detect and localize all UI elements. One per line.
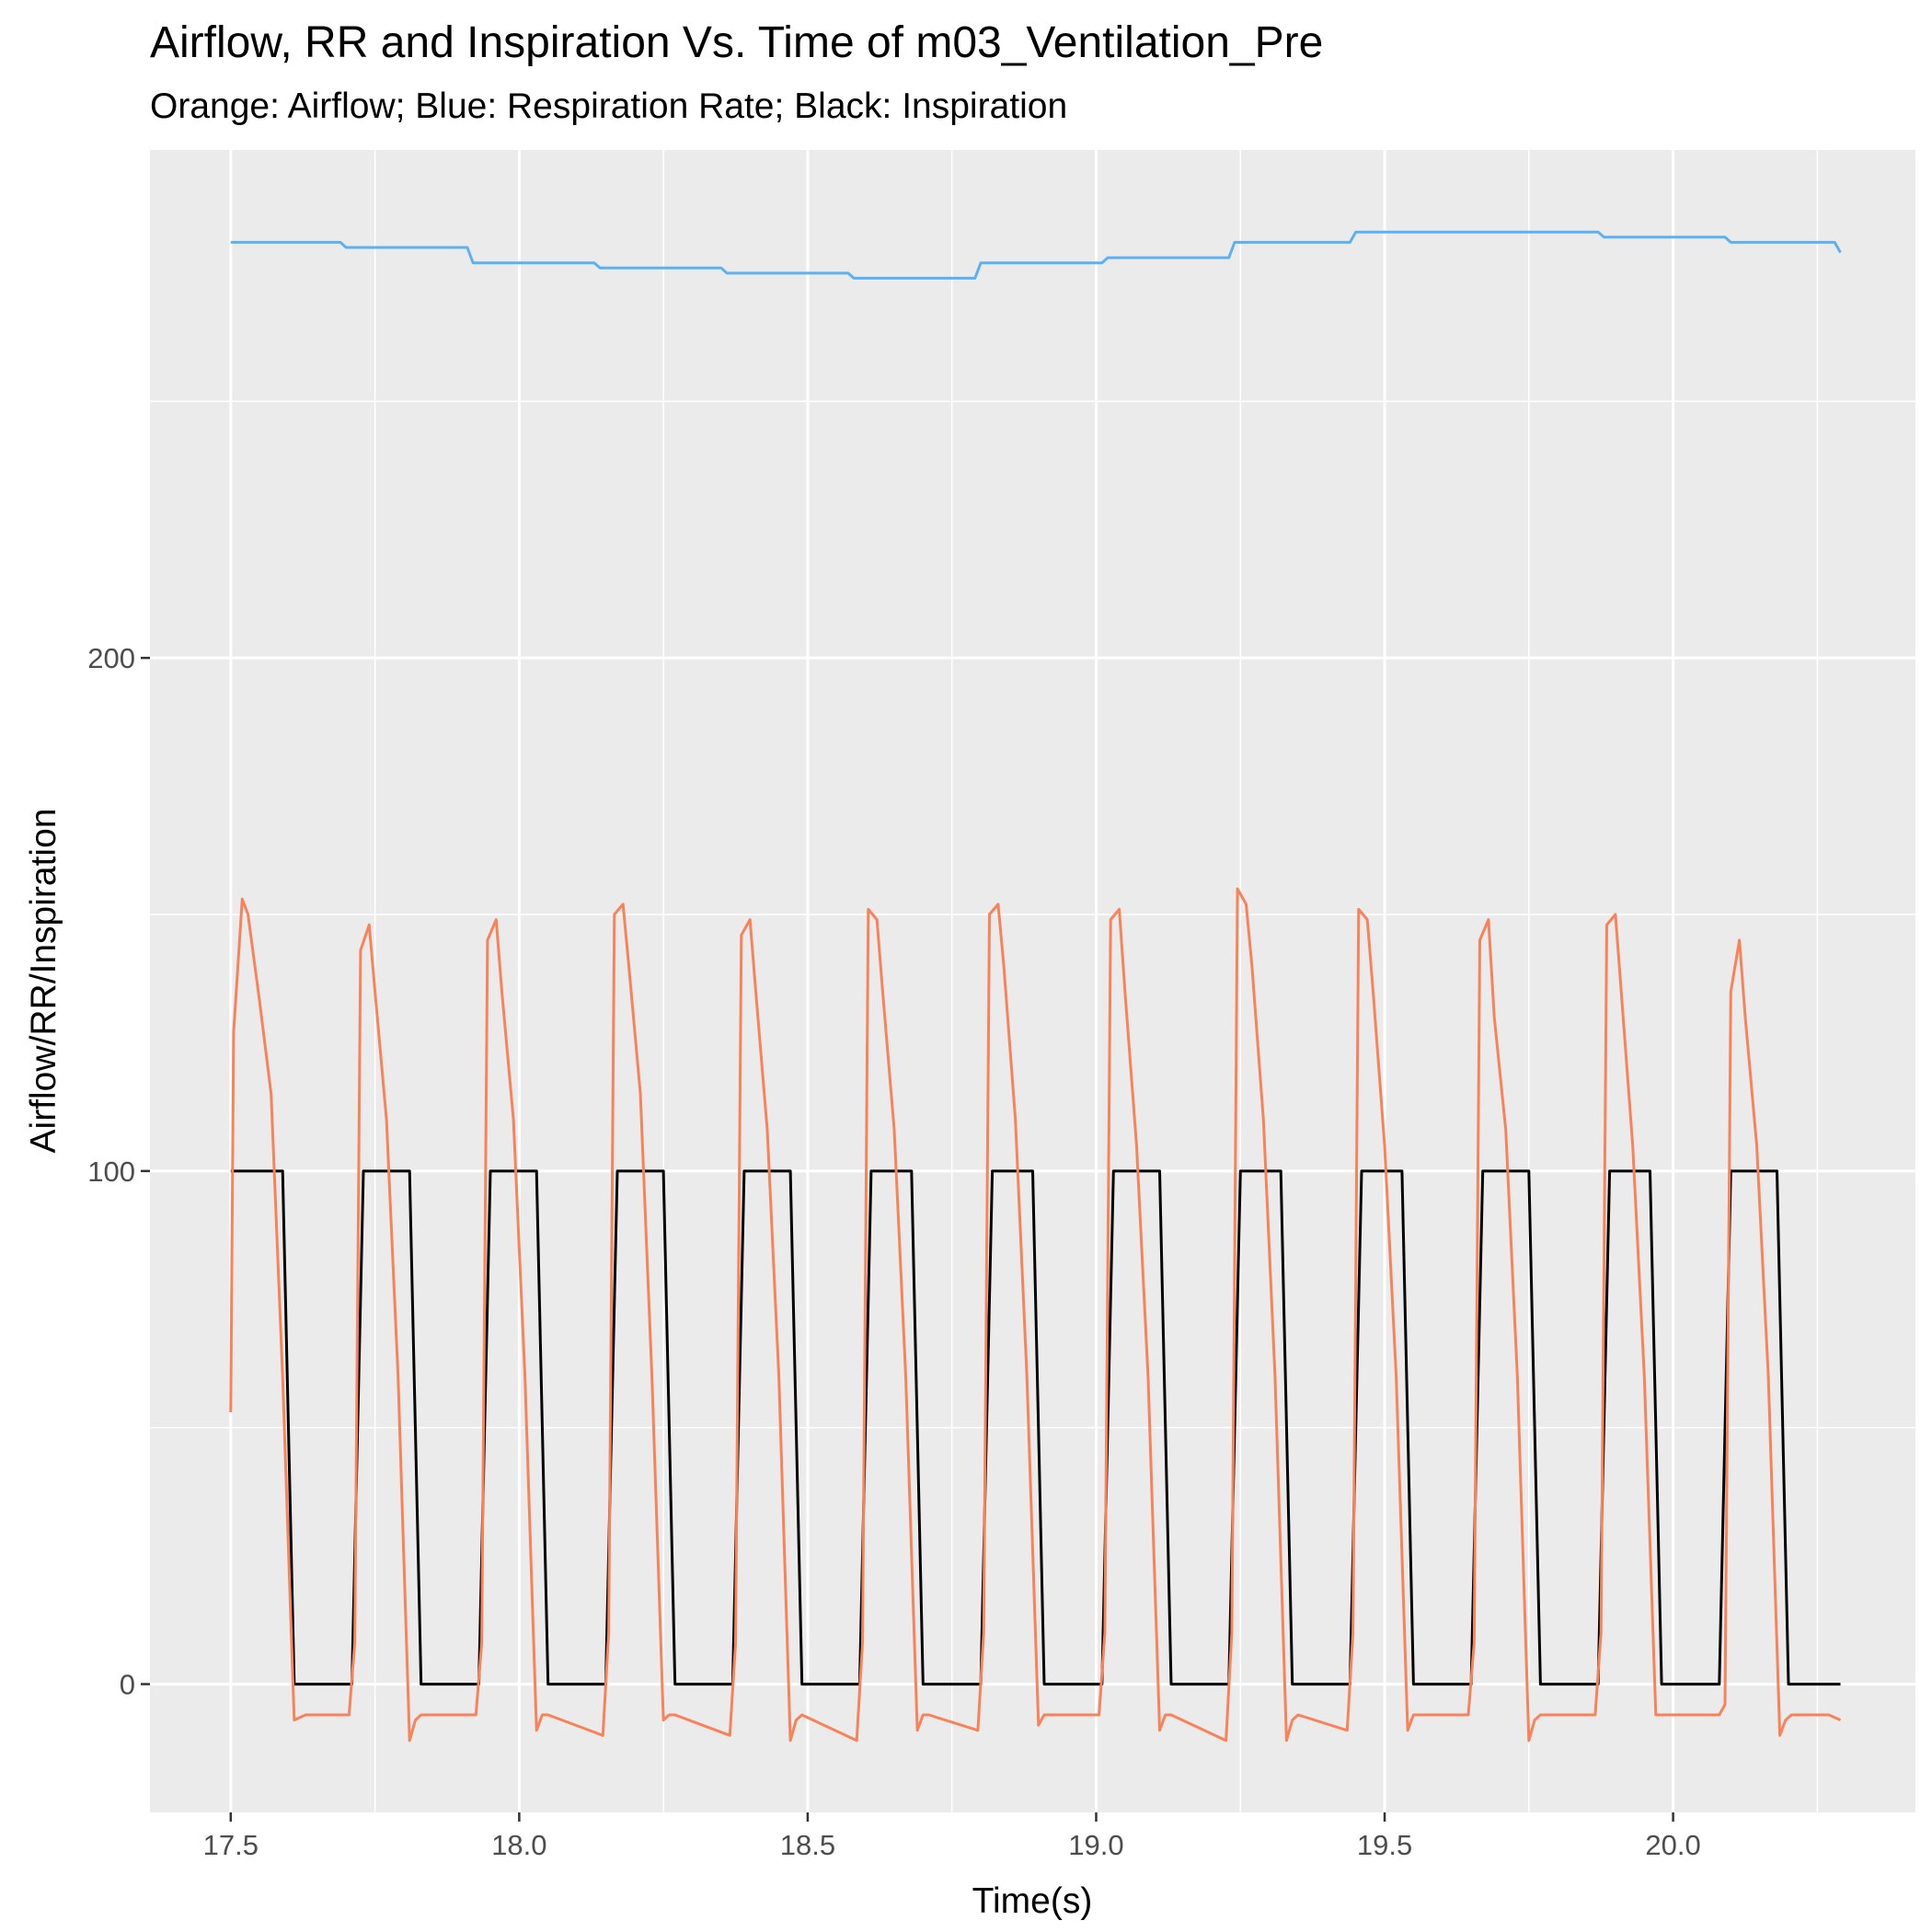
- x-axis-title: Time(s): [972, 1881, 1093, 1921]
- y-tick-label: 200: [87, 642, 135, 674]
- x-tick-label: 18.0: [491, 1829, 546, 1861]
- chart-title: Airflow, RR and Inspiration Vs. Time of …: [150, 18, 1323, 67]
- series-line-rr: [230, 230, 1842, 280]
- x-tick-label: 19.0: [1068, 1829, 1123, 1861]
- y-tick-label: 0: [120, 1669, 135, 1701]
- x-tick-label: 20.0: [1645, 1829, 1700, 1861]
- series-line-airflow: [229, 887, 1842, 1742]
- grid-minor: [150, 150, 1915, 1812]
- x-tick-label: 19.5: [1357, 1829, 1412, 1861]
- tick-labels: 17.5 18.0 18.5 19.0 19.5 20.0 0 100 200: [87, 642, 1701, 1861]
- y-tick-label: 100: [87, 1156, 135, 1188]
- x-tick-label: 18.5: [780, 1829, 835, 1861]
- series-layer: [229, 230, 1842, 1742]
- y-axis-title: Airflow/RR/Inspiration: [24, 809, 63, 1154]
- x-tick-label: 17.5: [203, 1829, 259, 1861]
- series-line-inspiration: [230, 1169, 1841, 1686]
- chart-subtitle: Orange: Airflow; Blue: Respiration Rate;…: [150, 86, 1067, 126]
- axis-ticks: [141, 656, 1674, 1822]
